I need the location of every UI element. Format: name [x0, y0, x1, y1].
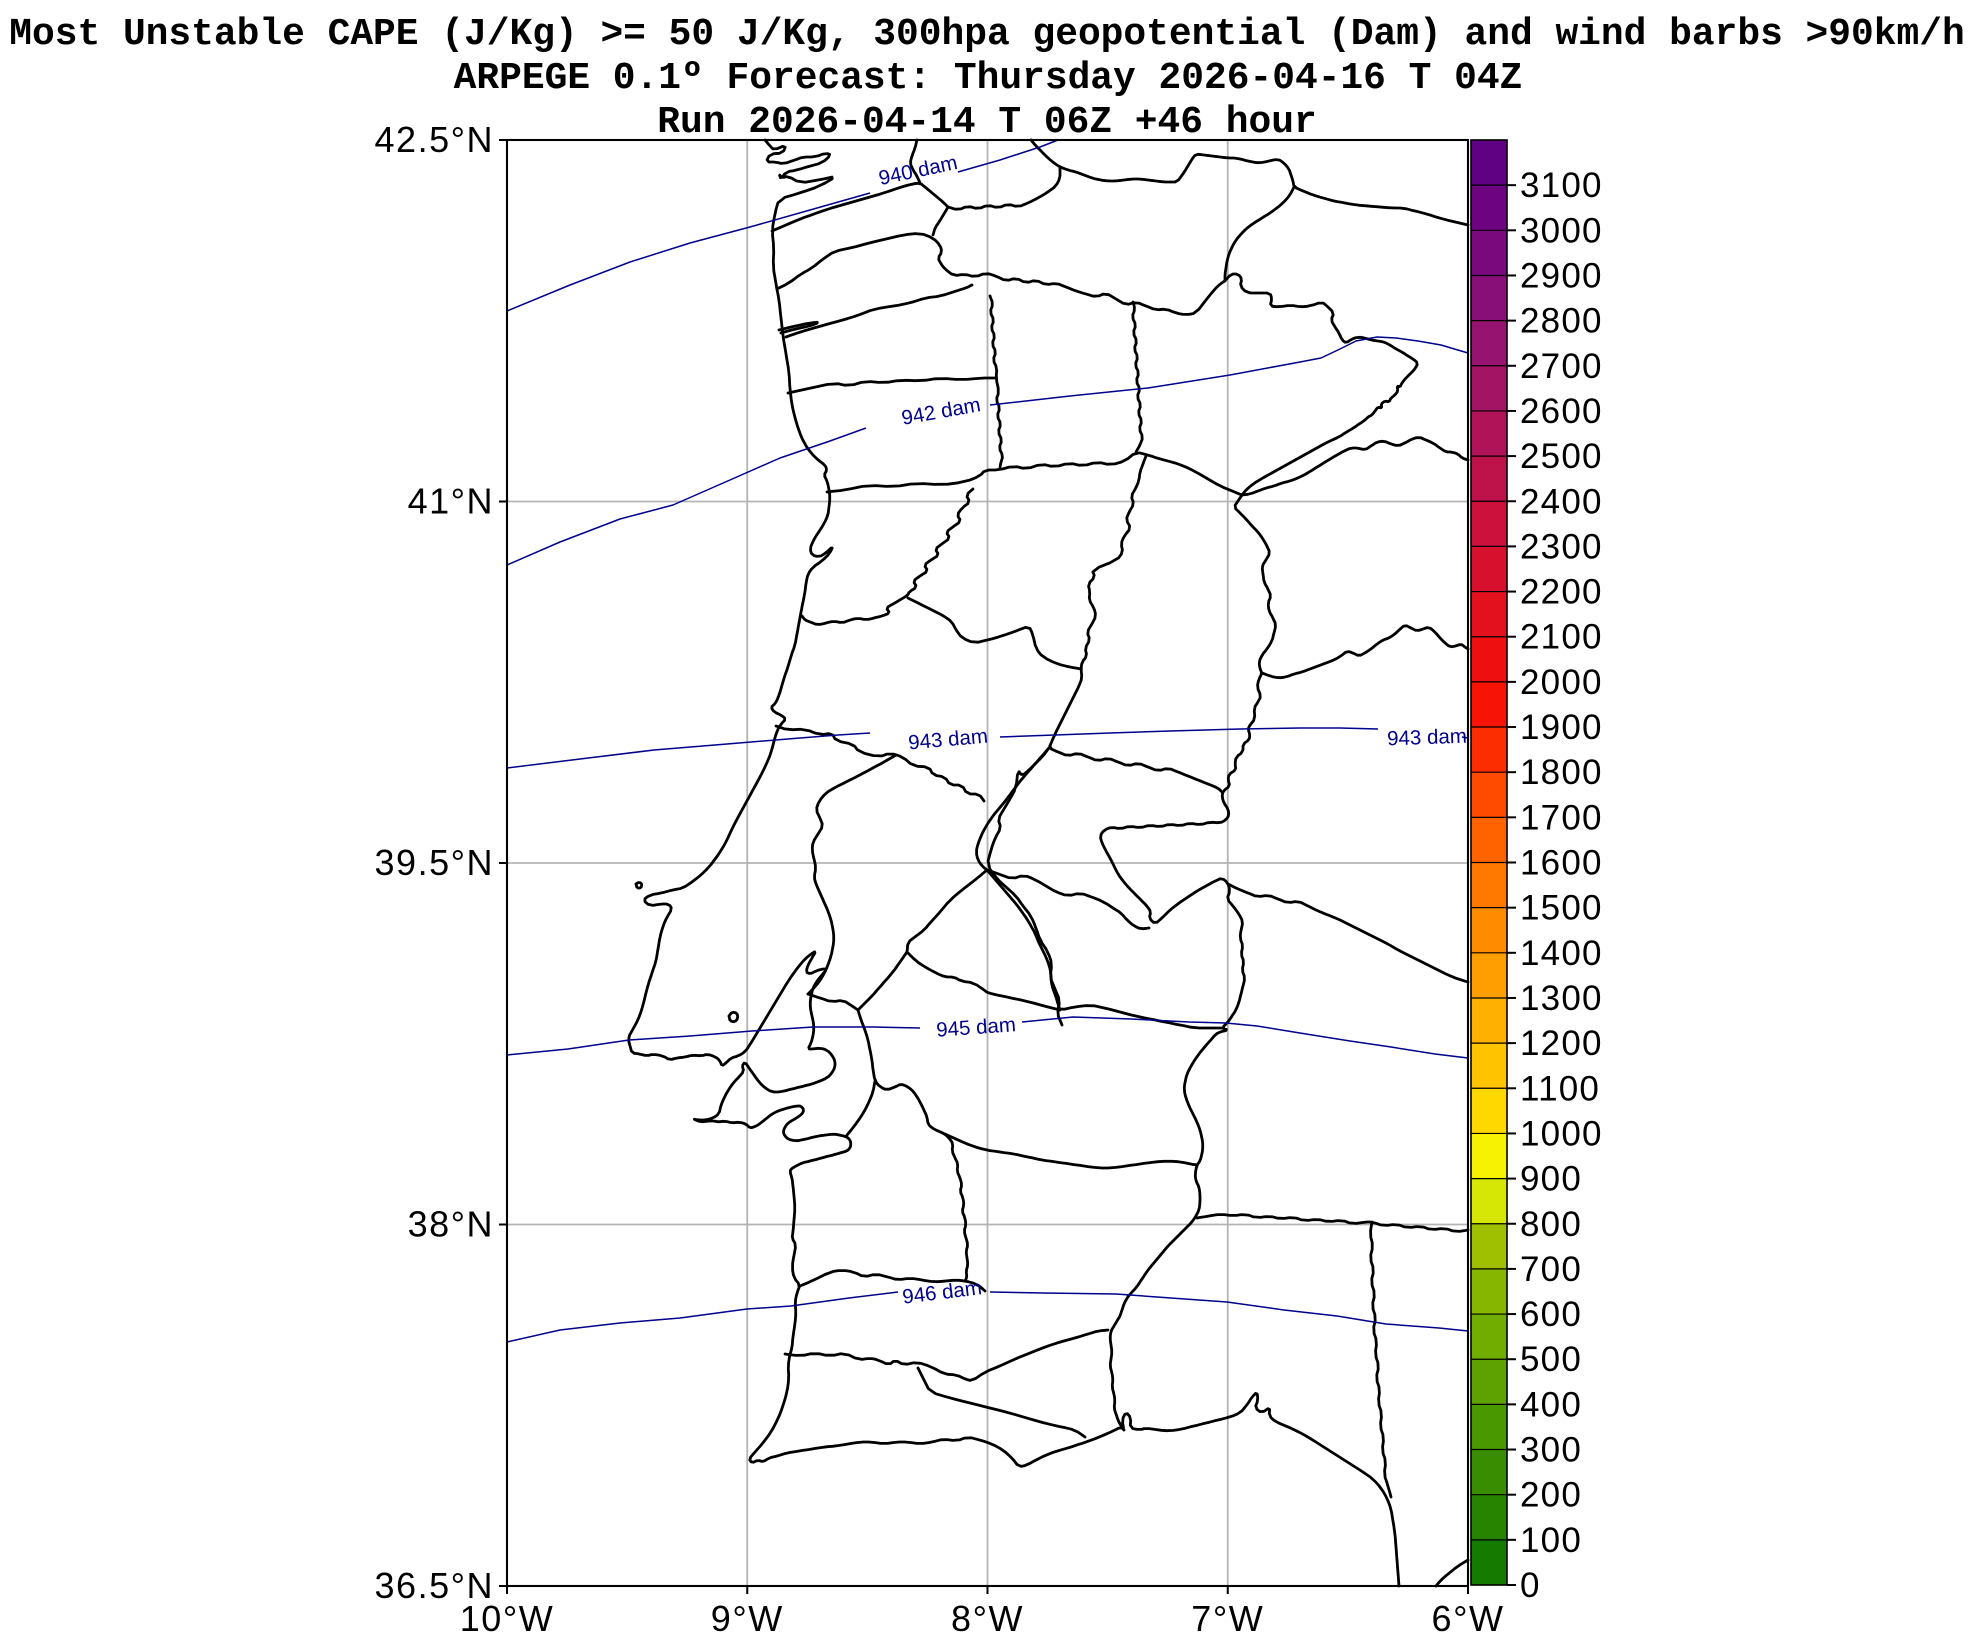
- svg-text:700: 700: [1520, 1250, 1582, 1289]
- svg-text:1800: 1800: [1520, 753, 1603, 792]
- svg-text:ARPEGE 0.1º Forecast: Thursday: ARPEGE 0.1º Forecast: Thursday 2026-04-1…: [454, 57, 1523, 100]
- svg-text:800: 800: [1520, 1205, 1582, 1244]
- svg-text:1400: 1400: [1520, 934, 1603, 973]
- svg-text:1900: 1900: [1520, 708, 1603, 747]
- svg-text:2400: 2400: [1520, 482, 1603, 521]
- svg-text:41°N: 41°N: [408, 481, 494, 522]
- svg-text:1600: 1600: [1520, 844, 1603, 883]
- svg-text:300: 300: [1520, 1431, 1582, 1470]
- svg-text:10°W: 10°W: [460, 1598, 554, 1639]
- svg-text:1200: 1200: [1520, 1024, 1603, 1063]
- svg-text:2100: 2100: [1520, 618, 1603, 657]
- svg-text:500: 500: [1520, 1340, 1582, 1379]
- svg-text:3100: 3100: [1520, 166, 1603, 205]
- svg-text:38°N: 38°N: [408, 1204, 494, 1245]
- svg-text:8°W: 8°W: [951, 1598, 1024, 1639]
- svg-text:943 dam: 943 dam: [1387, 725, 1468, 751]
- svg-text:2000: 2000: [1520, 663, 1603, 702]
- svg-text:2300: 2300: [1520, 527, 1603, 566]
- svg-text:945 dam: 945 dam: [935, 1013, 1016, 1042]
- svg-text:400: 400: [1520, 1385, 1582, 1424]
- svg-text:1300: 1300: [1520, 979, 1603, 1018]
- svg-text:2500: 2500: [1520, 437, 1603, 476]
- svg-text:2700: 2700: [1520, 347, 1603, 386]
- svg-text:2600: 2600: [1520, 392, 1603, 431]
- svg-text:2200: 2200: [1520, 573, 1603, 612]
- svg-text:36.5°N: 36.5°N: [375, 1565, 494, 1606]
- svg-text:2800: 2800: [1520, 302, 1603, 341]
- svg-text:3000: 3000: [1520, 211, 1603, 250]
- svg-text:7°W: 7°W: [1191, 1598, 1264, 1639]
- svg-text:600: 600: [1520, 1295, 1582, 1334]
- svg-text:42.5°N: 42.5°N: [375, 119, 494, 160]
- svg-text:900: 900: [1520, 1160, 1582, 1199]
- svg-text:Most Unstable CAPE (J/Kg) >= 5: Most Unstable CAPE (J/Kg) >= 50 J/Kg, 30…: [9, 13, 1964, 56]
- svg-text:1100: 1100: [1520, 1069, 1600, 1108]
- svg-text:Run 2026-04-14 T 06Z +46 hour: Run 2026-04-14 T 06Z +46 hour: [657, 101, 1316, 144]
- svg-text:2900: 2900: [1520, 256, 1603, 295]
- svg-text:200: 200: [1520, 1476, 1582, 1515]
- svg-text:6°W: 6°W: [1432, 1598, 1505, 1639]
- svg-text:9°W: 9°W: [711, 1598, 784, 1639]
- svg-text:1500: 1500: [1520, 889, 1603, 928]
- svg-text:39.5°N: 39.5°N: [375, 842, 494, 883]
- svg-text:100: 100: [1520, 1521, 1582, 1560]
- svg-text:1700: 1700: [1520, 798, 1603, 837]
- svg-text:1000: 1000: [1520, 1114, 1603, 1153]
- svg-text:0: 0: [1520, 1566, 1541, 1605]
